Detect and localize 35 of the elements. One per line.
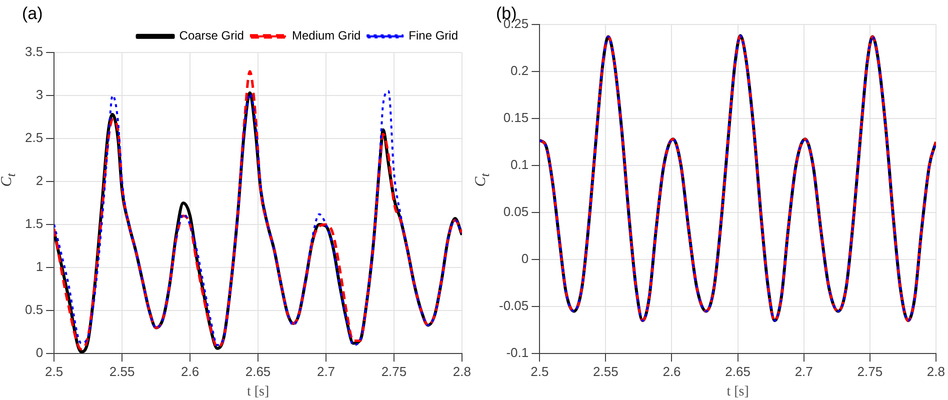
x-tick-label: 2.6	[180, 364, 200, 379]
x-tick-label: 2.65	[725, 364, 750, 379]
y-tick-label: 3.5	[24, 44, 44, 59]
x-tick-label: 2.5	[45, 364, 64, 379]
x-tick-label: 2.8	[452, 364, 472, 379]
x-tick-label: 2.65	[245, 364, 271, 379]
x-axis-title: t [s]	[726, 384, 749, 400]
y-tick-label: 2	[36, 173, 44, 188]
x-tick-label: 2.5	[530, 364, 549, 379]
y-tick-label: 1	[36, 259, 44, 274]
y-tick-label: 0.2	[510, 63, 529, 78]
y-tick-label: 0.5	[24, 302, 44, 318]
x-tick-label: 2.75	[381, 364, 407, 379]
chart-title: (a)	[22, 4, 43, 23]
x-tick-label: 2.75	[857, 364, 883, 379]
y-tick-label: 1.5	[24, 216, 44, 232]
y-tick-label: 0.1	[510, 157, 529, 172]
x-tick-label: 2.55	[109, 364, 135, 379]
x-tick-label: 2.7	[794, 364, 813, 379]
y-tick-label: 0.05	[503, 204, 529, 220]
y-tick-label: 0	[521, 251, 529, 266]
y-tick-label: 3	[36, 87, 44, 102]
x-axis-title: t [s]	[246, 384, 270, 400]
legend-label: Coarse Grid	[179, 28, 244, 43]
y-tick-label: 0.15	[503, 110, 529, 126]
legend-label: Fine Grid	[408, 28, 458, 43]
x-tick-label: 2.7	[316, 364, 336, 379]
x-tick-label: 2.55	[593, 364, 618, 379]
x-tick-label: 2.6	[662, 364, 681, 379]
y-tick-label: 0	[36, 345, 44, 360]
legend-label: Medium Grid	[292, 28, 361, 43]
x-tick-label: 2.8	[926, 364, 946, 379]
y-tick-label: -0.05	[498, 298, 529, 314]
y-tick-label: -0.1	[506, 345, 529, 360]
y-tick-label: 2.5	[24, 130, 44, 146]
